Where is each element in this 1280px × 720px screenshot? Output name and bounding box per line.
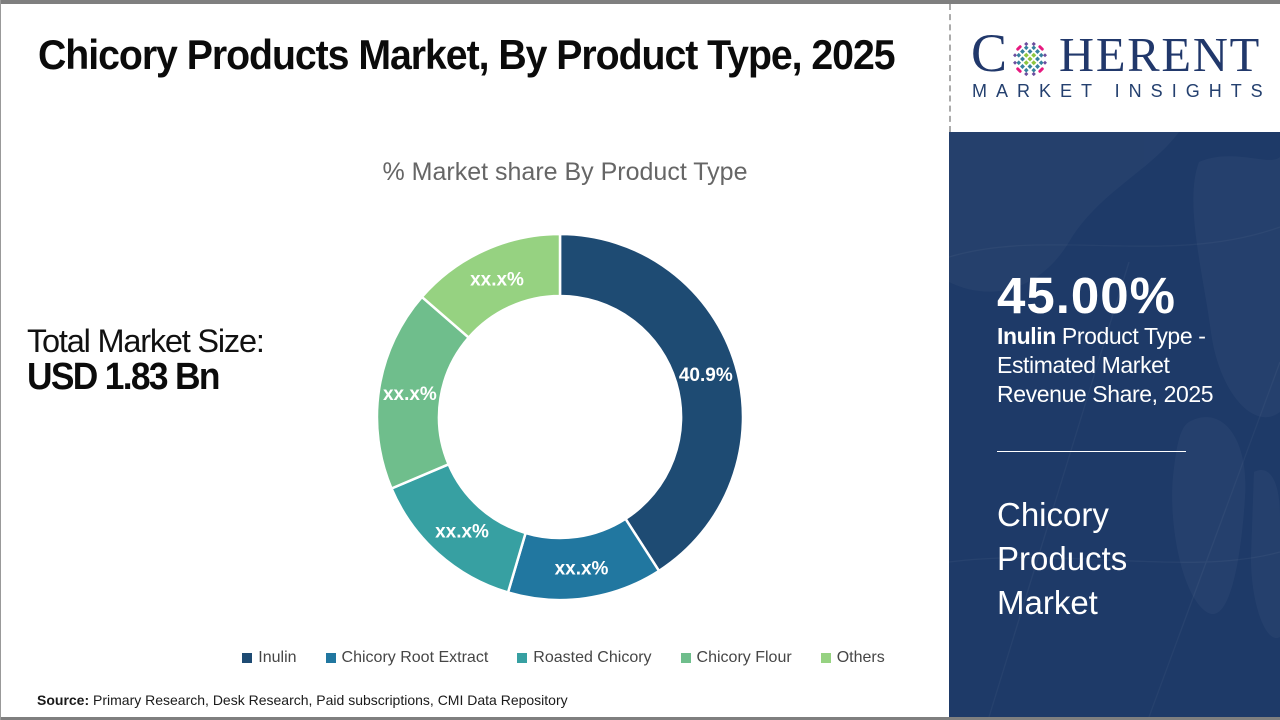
svg-text:xx.x%: xx.x% (435, 521, 489, 542)
svg-text:xx.x%: xx.x% (470, 270, 524, 291)
svg-text:40.9%: 40.9% (679, 365, 733, 386)
svg-text:xx.x%: xx.x% (555, 559, 609, 580)
svg-text:xx.x%: xx.x% (383, 384, 437, 405)
